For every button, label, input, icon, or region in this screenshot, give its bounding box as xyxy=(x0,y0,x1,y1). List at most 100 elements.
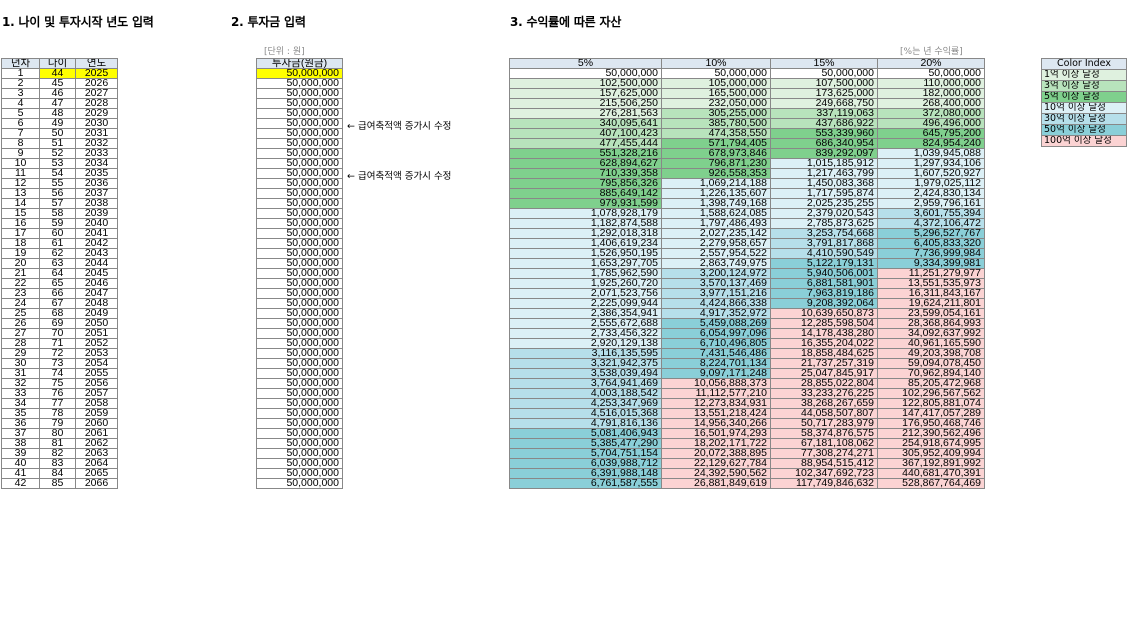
asset-20pct-cell[interactable]: 2,424,830,134 xyxy=(877,188,985,199)
year-index-cell[interactable]: 16 xyxy=(1,218,40,229)
year-cell[interactable]: 2034 xyxy=(75,158,118,169)
year-cell[interactable]: 2066 xyxy=(75,478,118,489)
age-cell[interactable]: 79 xyxy=(39,418,76,429)
investment-cell[interactable]: 50,000,000 xyxy=(256,368,343,379)
asset-10pct-cell[interactable]: 232,050,000 xyxy=(661,98,771,109)
year-cell[interactable]: 2048 xyxy=(75,298,118,309)
asset-20pct-cell[interactable]: 19,624,211,801 xyxy=(877,298,985,309)
asset-10pct-cell[interactable]: 2,863,749,975 xyxy=(661,258,771,269)
asset-20pct-cell[interactable]: 70,962,894,140 xyxy=(877,368,985,379)
investment-cell[interactable]: 50,000,000 xyxy=(256,398,343,409)
asset-15pct-cell[interactable]: 6,881,581,901 xyxy=(770,278,878,289)
age-cell[interactable]: 70 xyxy=(39,328,76,339)
asset-5pct-cell[interactable]: 885,649,142 xyxy=(509,188,662,199)
asset-20pct-cell[interactable]: 50,000,000 xyxy=(877,68,985,79)
year-index-cell[interactable]: 39 xyxy=(1,448,40,459)
asset-10pct-cell[interactable]: 165,500,000 xyxy=(661,88,771,99)
asset-10pct-cell[interactable]: 385,780,500 xyxy=(661,118,771,129)
asset-15pct-cell[interactable]: 1,450,083,368 xyxy=(770,178,878,189)
asset-15pct-cell[interactable]: 686,340,954 xyxy=(770,138,878,149)
asset-15pct-cell[interactable]: 77,308,274,271 xyxy=(770,448,878,459)
year-cell[interactable]: 2039 xyxy=(75,208,118,219)
age-cell[interactable]: 59 xyxy=(39,218,76,229)
year-index-cell[interactable]: 30 xyxy=(1,358,40,369)
asset-15pct-cell[interactable]: 839,292,097 xyxy=(770,148,878,159)
asset-5pct-cell[interactable]: 5,081,406,943 xyxy=(509,428,662,439)
investment-cell[interactable]: 50,000,000 xyxy=(256,468,343,479)
asset-5pct-cell[interactable]: 4,791,816,136 xyxy=(509,418,662,429)
investment-cell[interactable]: 50,000,000 xyxy=(256,158,343,169)
year-index-cell[interactable]: 6 xyxy=(1,118,40,129)
year-cell[interactable]: 2056 xyxy=(75,378,118,389)
asset-5pct-cell[interactable]: 551,328,216 xyxy=(509,148,662,159)
age-cell[interactable]: 74 xyxy=(39,368,76,379)
year-index-cell[interactable]: 18 xyxy=(1,238,40,249)
asset-15pct-cell[interactable]: 88,954,515,412 xyxy=(770,458,878,469)
asset-20pct-cell[interactable]: 367,192,891,992 xyxy=(877,458,985,469)
asset-5pct-cell[interactable]: 1,292,018,318 xyxy=(509,228,662,239)
year-cell[interactable]: 2045 xyxy=(75,268,118,279)
year-index-cell[interactable]: 9 xyxy=(1,148,40,159)
asset-5pct-cell[interactable]: 1,182,874,588 xyxy=(509,218,662,229)
asset-15pct-cell[interactable]: 102,347,692,723 xyxy=(770,468,878,479)
asset-20pct-cell[interactable]: 102,296,567,562 xyxy=(877,388,985,399)
asset-5pct-cell[interactable]: 276,281,563 xyxy=(509,108,662,119)
investment-cell[interactable]: 50,000,000 xyxy=(256,338,343,349)
asset-20pct-cell[interactable]: 268,400,000 xyxy=(877,98,985,109)
asset-20pct-cell[interactable]: 7,736,999,984 xyxy=(877,248,985,259)
asset-15pct-cell[interactable]: 25,047,845,917 xyxy=(770,368,878,379)
year-cell[interactable]: 2038 xyxy=(75,198,118,209)
age-cell[interactable]: 49 xyxy=(39,118,76,129)
asset-5pct-cell[interactable]: 5,385,477,290 xyxy=(509,438,662,449)
asset-5pct-cell[interactable]: 3,538,039,494 xyxy=(509,368,662,379)
year-cell[interactable]: 2035 xyxy=(75,168,118,179)
asset-5pct-cell[interactable]: 3,321,942,375 xyxy=(509,358,662,369)
asset-15pct-cell[interactable]: 7,963,819,186 xyxy=(770,288,878,299)
year-index-cell[interactable]: 38 xyxy=(1,438,40,449)
asset-10pct-cell[interactable]: 26,881,849,619 xyxy=(661,478,771,489)
asset-20pct-cell[interactable]: 28,368,864,993 xyxy=(877,318,985,329)
asset-5pct-cell[interactable]: 215,506,250 xyxy=(509,98,662,109)
asset-20pct-cell[interactable]: 40,961,165,590 xyxy=(877,338,985,349)
asset-5pct-cell[interactable]: 6,761,587,555 xyxy=(509,478,662,489)
year-index-cell[interactable]: 17 xyxy=(1,228,40,239)
year-index-cell[interactable]: 32 xyxy=(1,378,40,389)
asset-15pct-cell[interactable]: 3,253,754,668 xyxy=(770,228,878,239)
age-cell[interactable]: 67 xyxy=(39,298,76,309)
year-cell[interactable]: 2059 xyxy=(75,408,118,419)
investment-cell[interactable]: 50,000,000 xyxy=(256,108,343,119)
asset-5pct-cell[interactable]: 407,100,423 xyxy=(509,128,662,139)
investment-cell[interactable]: 50,000,000 xyxy=(256,238,343,249)
year-cell[interactable]: 2064 xyxy=(75,458,118,469)
age-cell[interactable]: 83 xyxy=(39,458,76,469)
asset-20pct-cell[interactable]: 254,918,674,995 xyxy=(877,438,985,449)
age-cell[interactable]: 54 xyxy=(39,168,76,179)
asset-5pct-cell[interactable]: 2,225,099,944 xyxy=(509,298,662,309)
investment-cell[interactable]: 50,000,000 xyxy=(256,248,343,259)
asset-20pct-cell[interactable]: 16,311,843,167 xyxy=(877,288,985,299)
asset-10pct-cell[interactable]: 2,279,958,657 xyxy=(661,238,771,249)
year-index-cell[interactable]: 23 xyxy=(1,288,40,299)
asset-10pct-cell[interactable]: 1,398,749,168 xyxy=(661,198,771,209)
year-index-cell[interactable]: 33 xyxy=(1,388,40,399)
asset-5pct-cell[interactable]: 2,555,672,688 xyxy=(509,318,662,329)
asset-15pct-cell[interactable]: 44,058,507,807 xyxy=(770,408,878,419)
year-index-cell[interactable]: 2 xyxy=(1,78,40,89)
asset-15pct-cell[interactable]: 2,379,020,543 xyxy=(770,208,878,219)
asset-5pct-cell[interactable]: 340,095,641 xyxy=(509,118,662,129)
year-index-cell[interactable]: 22 xyxy=(1,278,40,289)
year-index-cell[interactable]: 13 xyxy=(1,188,40,199)
investment-cell[interactable]: 50,000,000 xyxy=(256,418,343,429)
asset-20pct-cell[interactable]: 212,390,562,496 xyxy=(877,428,985,439)
asset-10pct-cell[interactable]: 4,424,866,338 xyxy=(661,298,771,309)
asset-10pct-cell[interactable]: 5,459,088,269 xyxy=(661,318,771,329)
asset-20pct-cell[interactable]: 1,039,945,088 xyxy=(877,148,985,159)
asset-5pct-cell[interactable]: 102,500,000 xyxy=(509,78,662,89)
year-cell[interactable]: 2063 xyxy=(75,448,118,459)
asset-20pct-cell[interactable]: 5,296,527,767 xyxy=(877,228,985,239)
year-index-cell[interactable]: 42 xyxy=(1,478,40,489)
asset-10pct-cell[interactable]: 3,200,124,972 xyxy=(661,268,771,279)
investment-cell[interactable]: 50,000,000 xyxy=(256,298,343,309)
investment-cell[interactable]: 50,000,000 xyxy=(256,118,343,129)
age-cell[interactable]: 61 xyxy=(39,238,76,249)
